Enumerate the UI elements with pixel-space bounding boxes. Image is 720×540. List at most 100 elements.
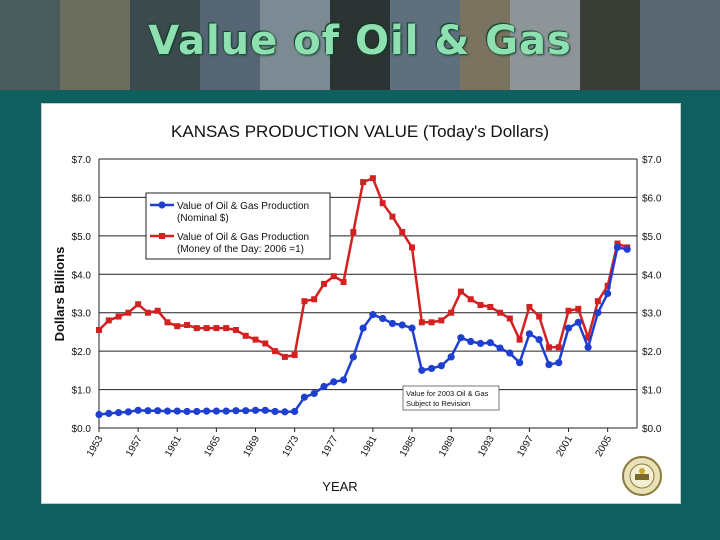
data-point	[330, 273, 337, 280]
legend-label: Value of Oil & Gas Production	[177, 232, 309, 243]
data-point	[193, 325, 200, 332]
banner-photo-panel	[510, 0, 581, 90]
data-point	[369, 175, 376, 182]
data-point	[154, 407, 162, 415]
y-tick-label-left: $3.0	[72, 309, 92, 320]
y-tick-label-left: $0.0	[72, 424, 92, 435]
data-point	[506, 349, 514, 357]
data-point	[526, 303, 533, 310]
y-tick-label-right: $3.0	[642, 309, 662, 320]
data-point	[96, 327, 102, 334]
data-point	[301, 298, 308, 305]
banner-photo-panel	[580, 0, 641, 90]
data-point	[418, 319, 425, 326]
banner-divider	[0, 90, 720, 100]
data-point	[134, 406, 142, 414]
data-point	[164, 319, 171, 326]
data-point	[448, 309, 455, 316]
data-point	[613, 243, 622, 251]
y-tick-label-right: $0.0	[642, 424, 662, 435]
x-tick-label: 1989	[437, 434, 458, 459]
data-point	[222, 407, 230, 415]
data-point	[320, 382, 328, 391]
x-tick-label: 1997	[515, 434, 536, 459]
data-point	[497, 309, 504, 316]
data-point	[330, 378, 338, 386]
data-point	[604, 282, 611, 289]
y-tick-label-left: $1.0	[72, 386, 92, 397]
data-point	[115, 313, 122, 320]
banner-photo-panel	[60, 0, 131, 90]
data-point	[311, 296, 318, 303]
data-point	[105, 317, 112, 324]
chart-legend: Value of Oil & Gas Production(Nominal $)…	[145, 192, 331, 260]
page-title: Value of Oil & Gas	[148, 18, 572, 64]
x-tick-label: 1981	[359, 434, 380, 459]
data-point	[203, 407, 211, 415]
data-point	[467, 296, 474, 303]
data-point	[144, 309, 151, 316]
data-point	[487, 303, 494, 310]
data-point	[349, 353, 357, 361]
data-point	[360, 179, 367, 186]
legend-label: Value of Oil & Gas Production	[177, 201, 309, 212]
x-tick-label: 1961	[163, 434, 184, 459]
banner-photo-panel	[200, 0, 261, 90]
state-seal-logo	[622, 456, 662, 496]
data-point	[457, 288, 464, 295]
data-point	[369, 311, 377, 319]
data-point	[213, 325, 220, 332]
banner-photo-panel	[640, 0, 720, 90]
data-point	[95, 410, 103, 419]
data-point	[281, 353, 288, 360]
y-tick-label-left: $5.0	[72, 232, 92, 243]
data-point	[105, 409, 113, 417]
data-point	[291, 351, 298, 358]
data-point	[242, 332, 249, 339]
data-point	[262, 340, 269, 347]
legend-label: (Nominal $)	[177, 213, 229, 224]
data-point	[476, 339, 485, 348]
y-tick-label-right: $1.0	[642, 386, 662, 397]
data-point	[251, 406, 260, 414]
data-point	[193, 407, 201, 416]
data-point	[281, 408, 289, 416]
annotation-text: Subject to Revision	[406, 399, 470, 408]
data-point	[399, 229, 406, 236]
data-point	[545, 360, 553, 369]
data-point	[516, 359, 524, 367]
data-point	[359, 324, 367, 332]
data-point	[418, 366, 426, 374]
data-point	[437, 362, 445, 370]
data-point	[320, 280, 327, 287]
data-point	[124, 408, 132, 416]
data-point	[114, 409, 123, 417]
x-tick-label: 1957	[124, 434, 145, 459]
data-point	[545, 344, 552, 351]
data-point	[154, 307, 161, 314]
x-tick-label: 1969	[241, 434, 262, 459]
y-tick-label-right: $5.0	[642, 232, 662, 243]
data-point	[614, 240, 621, 247]
annotation-text: Value for 2003 Oil & Gas	[406, 389, 489, 398]
data-point	[389, 213, 396, 220]
x-tick-label: 1993	[476, 434, 497, 459]
y-tick-label-right: $4.0	[642, 270, 662, 281]
data-point	[409, 244, 416, 251]
data-point	[310, 389, 318, 398]
data-point	[408, 324, 416, 332]
legend-swatch-marker	[159, 233, 165, 239]
data-point	[486, 339, 494, 347]
data-point	[252, 336, 259, 343]
data-point	[174, 323, 181, 330]
x-tick-label: 1973	[281, 434, 302, 459]
data-point	[428, 319, 435, 326]
y-tick-label-left: $2.0	[72, 347, 92, 358]
data-point	[565, 307, 572, 314]
data-point	[496, 344, 504, 352]
data-point	[604, 289, 612, 298]
data-point	[379, 314, 387, 323]
data-point	[184, 322, 191, 329]
chart-title: KANSAS PRODUCTION VALUE (Today's Dollars…	[171, 122, 549, 141]
